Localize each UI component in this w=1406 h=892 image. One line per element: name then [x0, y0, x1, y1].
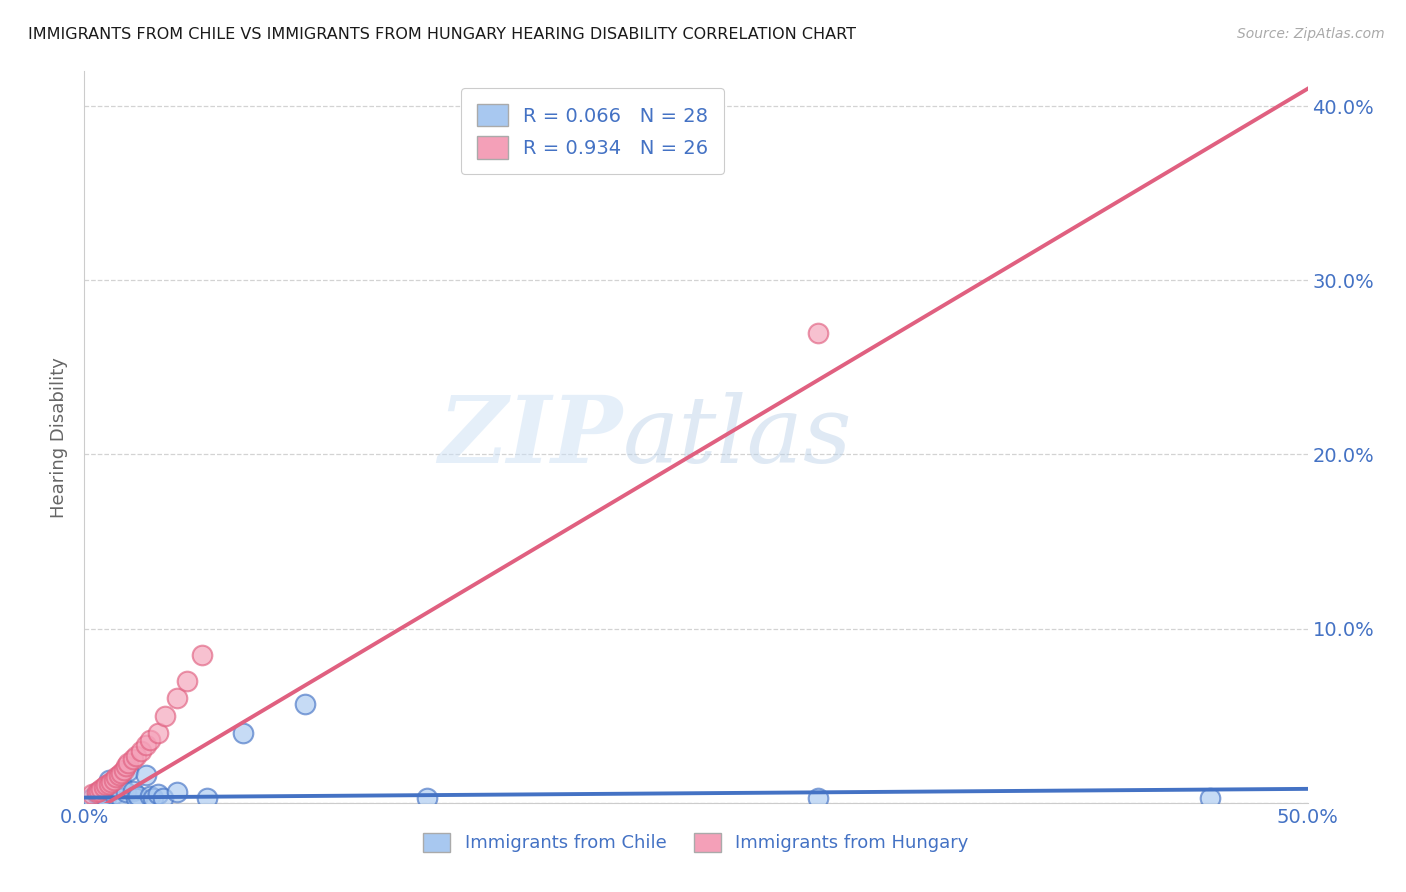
Point	[103, 787, 125, 801]
Point	[93, 783, 115, 797]
Point	[107, 768, 129, 782]
Point	[97, 781, 120, 796]
Point	[122, 783, 145, 797]
Text: IMMIGRANTS FROM CHILE VS IMMIGRANTS FROM HUNGARY HEARING DISABILITY CORRELATION : IMMIGRANTS FROM CHILE VS IMMIGRANTS FROM…	[28, 27, 856, 42]
Point	[129, 743, 152, 757]
Text: Source: ZipAtlas.com: Source: ZipAtlas.com	[1237, 27, 1385, 41]
Point	[97, 777, 120, 791]
Point	[86, 785, 108, 799]
Point	[146, 787, 169, 801]
Point	[105, 770, 128, 784]
Point	[139, 733, 162, 747]
Point	[80, 787, 103, 801]
Point	[125, 790, 148, 805]
Point	[96, 778, 118, 792]
Point	[166, 785, 188, 799]
Point	[100, 775, 122, 789]
Point	[153, 708, 176, 723]
Point	[112, 763, 135, 777]
Point	[93, 780, 115, 794]
Point	[117, 764, 139, 779]
Text: ZIP: ZIP	[439, 392, 623, 482]
Point	[122, 752, 145, 766]
Point	[176, 673, 198, 688]
Point	[80, 790, 103, 805]
Point	[294, 697, 316, 711]
Point	[139, 789, 162, 803]
Point	[87, 783, 110, 797]
Point	[105, 780, 128, 794]
Point	[232, 726, 254, 740]
Point	[146, 726, 169, 740]
Point	[166, 691, 188, 706]
Point	[195, 790, 218, 805]
Point	[125, 748, 148, 763]
Point	[103, 773, 125, 788]
Point	[807, 790, 830, 805]
Point	[1198, 790, 1220, 805]
Point	[90, 781, 112, 796]
Point	[416, 790, 439, 805]
Point	[86, 787, 108, 801]
Point	[191, 648, 214, 662]
Point	[110, 775, 132, 789]
Y-axis label: Hearing Disability: Hearing Disability	[51, 357, 69, 517]
Point	[152, 790, 174, 805]
Point	[97, 773, 120, 788]
Point	[96, 790, 118, 805]
Point	[135, 739, 157, 753]
Point	[127, 789, 149, 803]
Point	[135, 768, 157, 782]
Point	[110, 790, 132, 805]
Point	[142, 790, 165, 805]
Point	[807, 326, 830, 340]
Legend: Immigrants from Chile, Immigrants from Hungary: Immigrants from Chile, Immigrants from H…	[416, 826, 976, 860]
Point	[115, 785, 138, 799]
Point	[115, 759, 138, 773]
Point	[117, 756, 139, 770]
Point	[90, 789, 112, 803]
Text: atlas: atlas	[623, 392, 852, 482]
Point	[110, 766, 132, 780]
